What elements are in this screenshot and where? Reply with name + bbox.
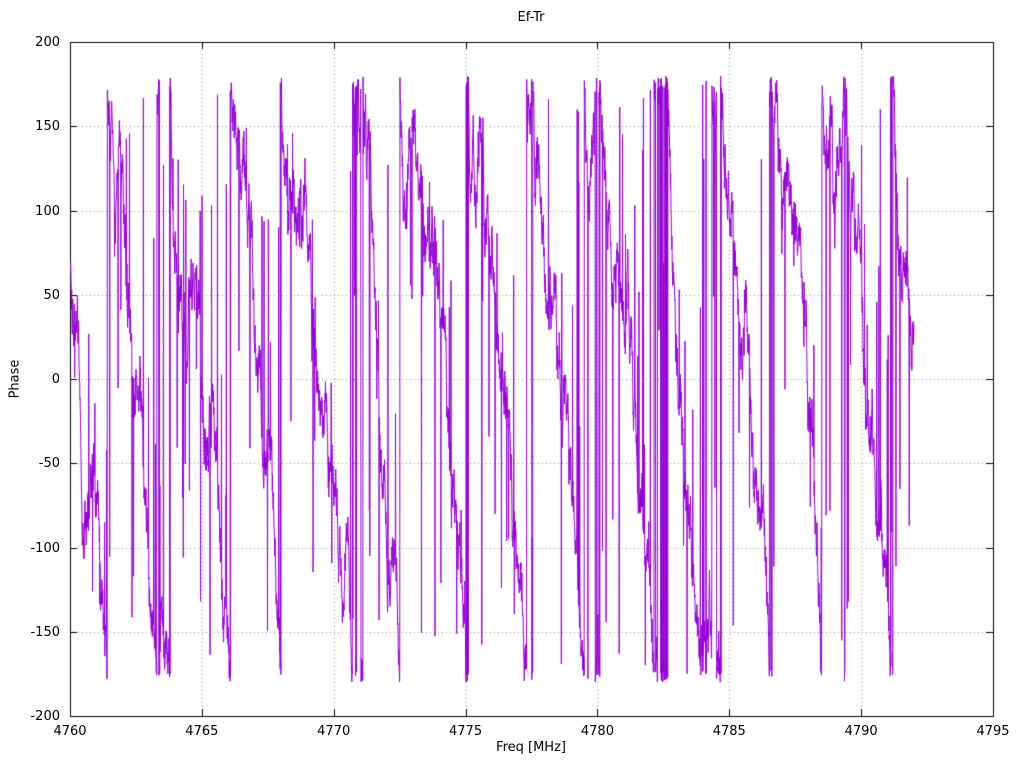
chart-title: Ef-Tr (517, 10, 545, 25)
x-tick-label: 4780 (580, 724, 614, 739)
y-tick-label: -150 (30, 624, 60, 640)
x-tick-label: 4790 (844, 724, 878, 739)
x-tick-label: 4770 (317, 724, 351, 739)
x-tick-label: 4785 (712, 724, 746, 739)
y-tick-label: 0 (51, 372, 60, 387)
y-tick-label: -100 (30, 540, 60, 556)
x-axis-label: Freq [MHz] (496, 740, 566, 755)
y-tick-label: 100 (35, 203, 60, 219)
y-tick-label: 200 (35, 35, 60, 50)
x-tick-label: 4760 (53, 724, 87, 739)
x-tick-label: 4775 (449, 724, 483, 739)
x-tick-label: 4795 (976, 724, 1010, 739)
y-tick-label: -50 (38, 456, 60, 472)
x-tick-label: 4765 (185, 724, 219, 739)
y-tick-label: 50 (43, 287, 60, 303)
y-tick-label: -200 (30, 709, 60, 724)
y-tick-label: 150 (35, 119, 60, 135)
